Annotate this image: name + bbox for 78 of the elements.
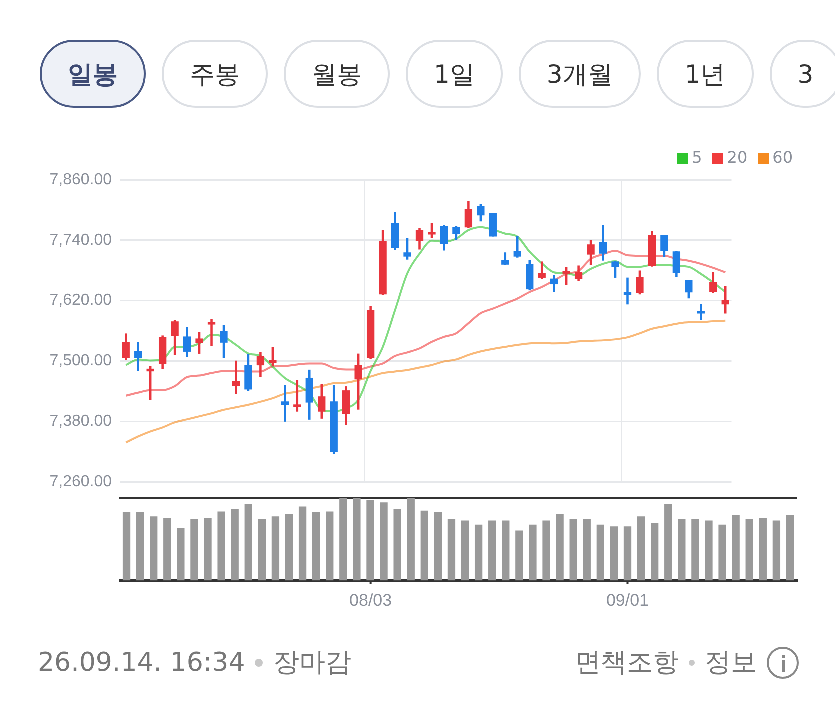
text: 월봉 (284, 40, 390, 108)
x-tick-label: 09/01 (606, 590, 650, 610)
legend-label: 20 (726, 148, 748, 167)
candlestick (697, 304, 705, 320)
text: 장마감 (273, 647, 352, 680)
candlestick (281, 385, 289, 422)
text: 3 (770, 40, 835, 108)
bar (637, 516, 646, 581)
candlestick (722, 286, 730, 314)
bar (272, 516, 280, 581)
y-tick-label: 7,860.00 (50, 171, 112, 188)
bar (177, 528, 185, 581)
bar (556, 514, 564, 581)
text: 주봉 (162, 40, 268, 108)
bar (718, 524, 726, 581)
bar (529, 524, 537, 581)
x-tick-label: 08/03 (350, 590, 392, 610)
bar (244, 504, 252, 581)
bar (678, 519, 686, 581)
bar (596, 524, 604, 581)
bar (705, 520, 713, 581)
text: 3개월 (518, 40, 641, 108)
candlestick (624, 278, 632, 305)
text: 면책조항 (575, 647, 679, 680)
bar (380, 502, 388, 581)
bar (448, 519, 456, 581)
bar (474, 524, 483, 581)
bar (759, 518, 767, 581)
bar (218, 512, 226, 581)
bar (190, 519, 198, 581)
bar (340, 498, 348, 581)
bar (610, 526, 618, 581)
candlestick (208, 319, 216, 346)
bar (651, 523, 659, 581)
bar (434, 512, 442, 581)
y-tick-label: 7,620.00 (50, 292, 112, 310)
bar (366, 500, 374, 581)
text: 1일 (406, 40, 503, 108)
text: 정보 (705, 647, 757, 680)
bar (746, 519, 754, 581)
bar (298, 506, 307, 581)
bar (786, 515, 794, 581)
y-tick-label: 7,380.00 (50, 413, 112, 430)
bar (516, 530, 524, 581)
bar (583, 519, 591, 581)
legend-label: 5 (691, 148, 702, 167)
bar (488, 520, 496, 581)
bar (502, 520, 510, 581)
bar (204, 518, 212, 581)
bar (461, 520, 470, 581)
bar (258, 519, 266, 581)
y-tick-label: 7,500.00 (50, 352, 112, 370)
bar (732, 515, 740, 581)
bar (231, 509, 239, 581)
candlestick (232, 360, 240, 394)
bar (420, 510, 428, 581)
legend-label: 60 (772, 148, 793, 167)
bar (136, 512, 144, 581)
bar (664, 504, 672, 581)
text: 일봉 (40, 40, 146, 108)
text: 26.09.14. 16:34 (38, 648, 246, 678)
text: 1년 (656, 40, 754, 108)
bar (164, 518, 172, 581)
bar (570, 519, 578, 581)
bar (407, 498, 415, 581)
bar (326, 512, 334, 581)
bar (150, 516, 158, 581)
bar (542, 520, 550, 581)
bar (692, 519, 700, 581)
bar (312, 512, 320, 581)
bar (772, 520, 781, 581)
bar (394, 509, 402, 581)
bar (624, 526, 632, 581)
bar (353, 498, 361, 581)
y-tick-label: 7,260.00 (50, 473, 112, 490)
y-tick-label: 7,740.00 (50, 232, 112, 249)
bar (285, 514, 294, 581)
bar (122, 512, 131, 581)
